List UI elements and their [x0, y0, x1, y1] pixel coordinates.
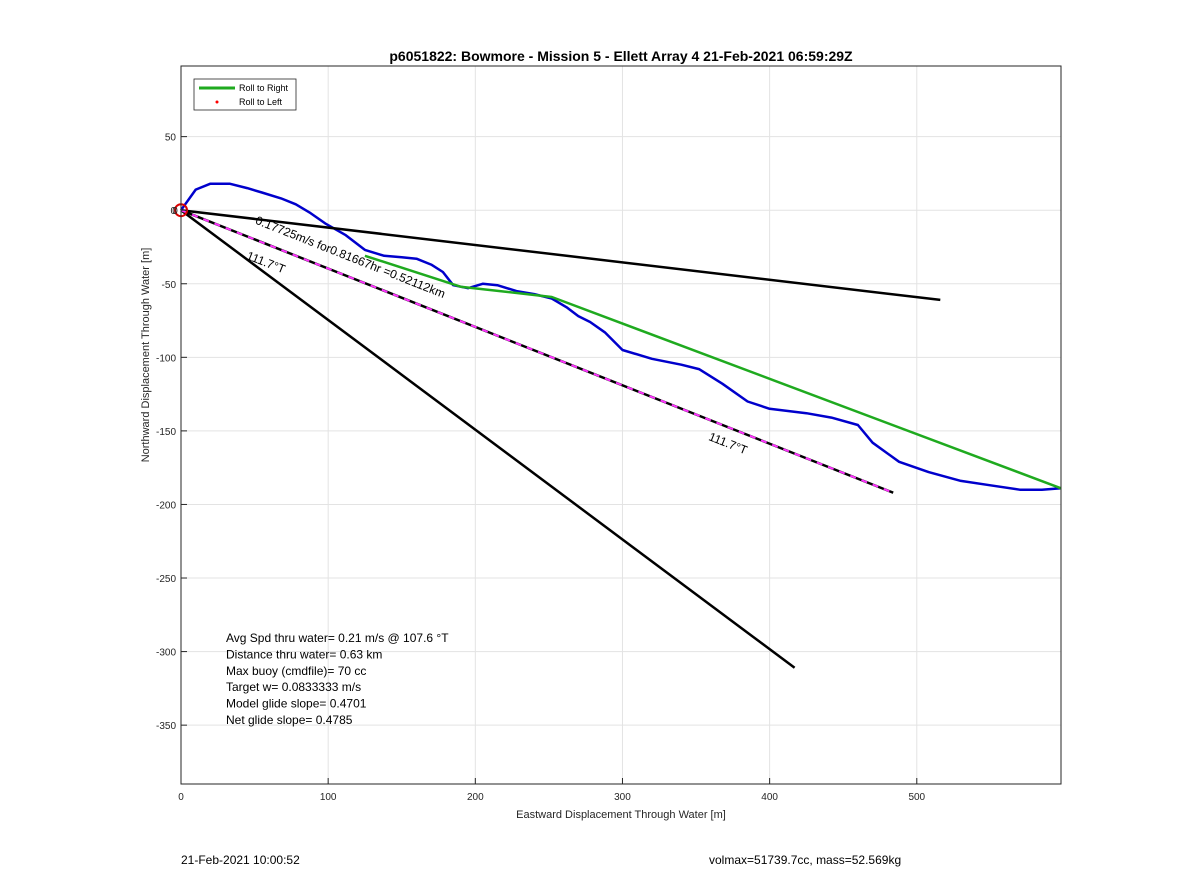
x-tick-label: 100 [320, 792, 337, 803]
legend-label-roll-left: Roll to Left [239, 97, 283, 107]
x-tick-label: 500 [908, 792, 925, 803]
chart-title: p6051822: Bowmore - Mission 5 - Ellett A… [389, 48, 853, 64]
plot-lines: 0 [172, 182, 1062, 669]
x-tick-label: 400 [761, 792, 778, 803]
stats-line: Distance thru water= 0.63 km [226, 647, 382, 661]
stats-line: Net glide slope= 0.4785 [226, 713, 353, 727]
legend-label-roll-right: Roll to Right [239, 83, 289, 93]
y-tick-label: -350 [156, 721, 176, 732]
heading-line-lower [180, 209, 796, 669]
footer-info: volmax=51739.7cc, mass=52.569kg [709, 853, 902, 867]
tick-labels: 0 100 200 300 400 500500-50-100-150-200-250-3… [156, 133, 926, 803]
annotation-0: 0.17725m/s for0.81667hr =0.52112km [253, 213, 447, 301]
stats-text-block: Avg Spd thru water= 0.21 m/s @ 107.6 °T D… [226, 631, 449, 727]
stats-line: Target w= 0.0833333 m/s [226, 680, 361, 694]
roll-right-line [364, 254, 1062, 490]
stats-line: Max buoy (cmdfile)= 70 cc [226, 664, 366, 678]
mean-heading-line-dash [180, 209, 894, 494]
grid-lines [180, 66, 1061, 784]
y-tick-label: 0 [170, 206, 176, 217]
y-tick-label: -300 [156, 648, 176, 659]
start-marker-label: 0 [172, 206, 178, 217]
x-tick-label: 300 [614, 792, 631, 803]
x-tick-label: 0 [178, 792, 184, 803]
y-tick-label: -250 [156, 574, 176, 585]
y-tick-label: -150 [156, 427, 176, 438]
stats-line: Model glide slope= 0.4701 [226, 697, 367, 711]
legend-box [193, 78, 297, 111]
blue-track-line [179, 182, 1062, 491]
axes-box [180, 65, 1062, 785]
stats-line: Avg Spd thru water= 0.21 m/s @ 107.6 °T [226, 631, 449, 645]
y-tick-label: -100 [156, 353, 176, 364]
footer-date: 21-Feb-2021 10:00:52 [181, 853, 300, 867]
x-axis-label: Eastward Displacement Through Water [m] [516, 809, 726, 821]
legend-dot-roll-left [215, 100, 219, 104]
heading-line-upper [180, 208, 941, 302]
x-tick-label: 200 [467, 792, 484, 803]
y-tick-label: -200 [156, 500, 176, 511]
legend: Roll to Right Roll to Left [193, 78, 297, 111]
y-axis-label: Northward Displacement Through Water [m] [140, 248, 152, 463]
y-tick-label: 50 [165, 133, 177, 144]
y-tick-label: -50 [162, 280, 177, 291]
